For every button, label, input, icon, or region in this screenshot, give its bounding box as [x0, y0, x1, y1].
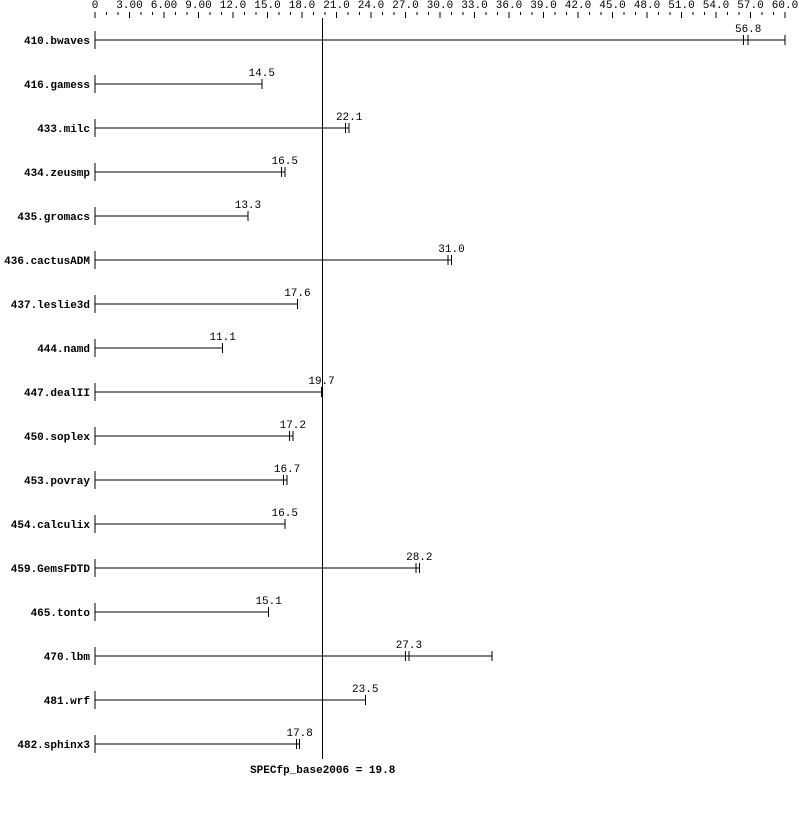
row-value-label: 27.3 [396, 640, 422, 652]
axis-tick-label: 51.0 [668, 0, 694, 12]
benchmark-label: 435.gromacs [17, 212, 90, 224]
axis-tick-label: 24.0 [358, 0, 384, 12]
axis-tick-label: 21.0 [323, 0, 349, 12]
axis-tick-label: 48.0 [634, 0, 660, 12]
row-value-label: 28.2 [406, 552, 432, 564]
axis-tick-label: 60.0 [772, 0, 798, 12]
row-value-label: 14.5 [249, 68, 275, 80]
benchmark-label: 470.lbm [44, 652, 91, 664]
benchmark-label: 436.cactusADM [4, 256, 90, 268]
axis-tick-label: 6.00 [151, 0, 177, 12]
benchmark-label: 450.soplex [24, 432, 90, 444]
benchmark-label: 453.povray [24, 476, 90, 488]
axis-tick-label: 33.0 [461, 0, 487, 12]
axis-tick-label: 18.0 [289, 0, 315, 12]
row-value-label: 11.1 [209, 332, 236, 344]
row-value-label: 13.3 [235, 200, 261, 212]
chart-svg: 0 3.00 6.00 9.00 12.0 15.0 18.0 21.0 24.0 27.0 30.… [0, 0, 799, 831]
row-value-label: 16.7 [274, 464, 300, 476]
benchmark-label: 437.leslie3d [11, 300, 90, 312]
benchmark-label: 434.zeusmp [24, 168, 90, 180]
axis-tick-label: 45.0 [599, 0, 625, 12]
row-value-label: 16.5 [272, 508, 298, 520]
axis-tick-label: 39.0 [530, 0, 556, 12]
row-value-label: 31.0 [438, 244, 464, 256]
benchmark-label: 410.bwaves [24, 36, 90, 48]
row-value-label: 19.7 [308, 376, 334, 388]
axis-tick-label: 9.00 [185, 0, 211, 12]
axis-tick-label: 15.0 [254, 0, 280, 12]
axis-tick-label: 57.0 [737, 0, 763, 12]
benchmark-label: 454.calculix [11, 520, 91, 532]
row-value-label: 23.5 [352, 684, 378, 696]
benchmark-label: 481.wrf [44, 696, 91, 708]
row-value-label: 16.5 [272, 156, 298, 168]
row-value-label: 22.1 [336, 112, 363, 124]
benchmark-label: 447.dealII [24, 388, 90, 400]
axis-tick-label: 42.0 [565, 0, 591, 12]
row-value-label: 17.8 [286, 728, 312, 740]
axis-tick-label: 30.0 [427, 0, 453, 12]
axis-tick-label: 3.00 [116, 0, 142, 12]
benchmark-label: 459.GemsFDTD [11, 564, 91, 576]
axis-tick-label: 54.0 [703, 0, 729, 12]
benchmark-label: 482.sphinx3 [17, 740, 90, 752]
benchmark-label: 416.gamess [24, 80, 90, 92]
axis-tick-label: 0 [92, 0, 99, 12]
spec-chart: 0 3.00 6.00 9.00 12.0 15.0 18.0 21.0 24.0 27.0 30.… [0, 0, 799, 831]
axis-tick-label: 12.0 [220, 0, 246, 12]
baseline-label: SPECfp_base2006 = 19.8 [250, 765, 396, 777]
benchmark-label: 444.namd [37, 344, 90, 356]
benchmark-label: 465.tonto [31, 608, 91, 620]
row-value-label: 56.8 [735, 24, 761, 36]
axis-tick-label: 36.0 [496, 0, 522, 12]
row-value-label: 17.6 [284, 288, 310, 300]
benchmark-label: 433.milc [37, 124, 90, 136]
row-value-label: 15.1 [255, 596, 282, 608]
row-value-label: 17.2 [280, 420, 306, 432]
axis-tick-label: 27.0 [392, 0, 418, 12]
